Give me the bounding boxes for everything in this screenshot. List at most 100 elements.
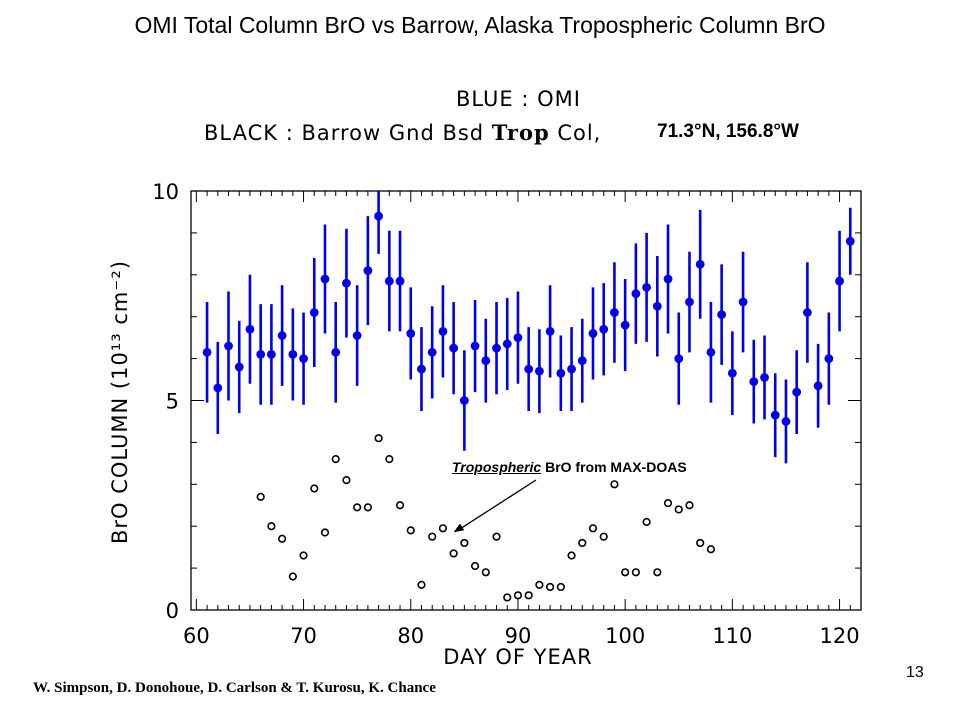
barrow-point [578,538,587,548]
y-tick-label: 5 [166,390,179,414]
barrow-point [610,480,619,489]
x-tick-label: 110 [712,624,752,648]
x-tick-label: 60 [183,624,210,648]
barrow-point [470,561,480,571]
x-axis-label: DAY OF YEAR [443,645,592,669]
slide-title: OMI Total Column BrO vs Barrow, Alaska T… [134,12,826,38]
omi-point [288,350,298,359]
annotation-rest: BrO from MAX-DOAS [541,459,687,475]
y-axis-label: BrO COLUMN (10¹³ cm⁻²) [108,260,132,544]
annotation-tropospheric: Tropospheric BrO from MAX-DOAS [452,459,687,475]
barrow-point [621,568,630,577]
omi-point [224,341,233,351]
omi-point [706,347,716,357]
barrow-point [406,526,415,535]
barrow-point [310,484,319,493]
barrow-point [556,582,565,592]
legend-barrow: BLACK : Barrow Gnd Bsd Trop Col, [204,120,601,145]
omi-point [824,354,834,363]
omi-point [599,324,609,334]
omi-point [631,289,641,299]
location-coords: 71.3°N, 156.8°W [657,121,799,142]
barrow-point [642,517,651,527]
annotation-arrow-line [459,479,537,530]
omi-point [760,373,769,382]
omi-point [620,320,630,330]
barrow-point [546,582,555,592]
omi-point [459,396,469,405]
annotation-arrow-head [453,523,465,533]
omi-point [331,347,341,357]
omi-point [738,297,748,307]
barrow-point [417,580,426,589]
omi-point [427,347,437,357]
barrow-point [428,532,437,541]
omi-point [502,339,512,349]
x-tick-label: 70 [290,624,317,648]
omi-point [835,276,844,286]
omi-point [663,274,673,284]
omi-point [395,276,405,286]
omi-point [577,356,587,366]
omi-point [374,211,383,221]
y-tick-label: 10 [152,180,179,204]
barrow-point [449,549,458,558]
x-tick-label: 120 [820,624,860,648]
omi-point [717,310,727,320]
omi-point [492,343,501,353]
page-number: 13 [906,664,924,681]
barrow-point [535,580,544,589]
legend-barrow-trop: Trop [491,120,550,145]
omi-point [342,278,351,288]
barrow-point [567,551,576,560]
x-tick-label: 100 [605,624,645,648]
barrow-point [438,524,448,533]
omi-point [642,282,651,292]
barrow-point [588,524,598,533]
omi-point [545,326,555,336]
barrow-point [631,568,640,577]
barrow-point [696,538,705,548]
omi-point [363,266,373,276]
omi-point [813,381,823,391]
omi-point [267,350,276,359]
barrow-point [663,499,673,508]
omi-point [685,297,694,307]
omi-point [320,274,330,284]
barrow-point [599,532,608,541]
barrow-point [363,503,372,512]
barrow-point [706,545,716,554]
barrow-point [395,501,405,510]
omi-point [470,341,480,351]
omi-point [845,236,855,246]
omi-point [438,326,448,336]
barrow-point [503,593,512,602]
omi-point [309,308,319,317]
omi-point [781,417,791,426]
barrow-point [492,532,501,541]
barrow-point [674,505,683,514]
omi-point [202,347,212,357]
barrow-point [353,503,362,512]
barrow-point [385,455,394,464]
barrow-point [299,551,308,560]
omi-point [213,383,223,393]
barrow-point [278,534,287,543]
barrow-point [256,492,265,501]
omi-point [417,364,426,374]
plot-frame [190,190,862,611]
omi-point [556,368,566,378]
omi-point [727,368,737,378]
x-tick-label: 90 [505,624,532,648]
barrow-point [267,522,276,531]
omi-point [792,387,802,397]
omi-point [245,324,255,334]
omi-point [567,364,576,374]
barrow-point [320,528,330,537]
omi-point [234,362,244,372]
omi-point [652,301,662,311]
legend-omi: BLUE : OMI [456,87,581,111]
omi-point [610,308,619,317]
barrow-point [460,538,469,548]
omi-point [277,331,287,340]
